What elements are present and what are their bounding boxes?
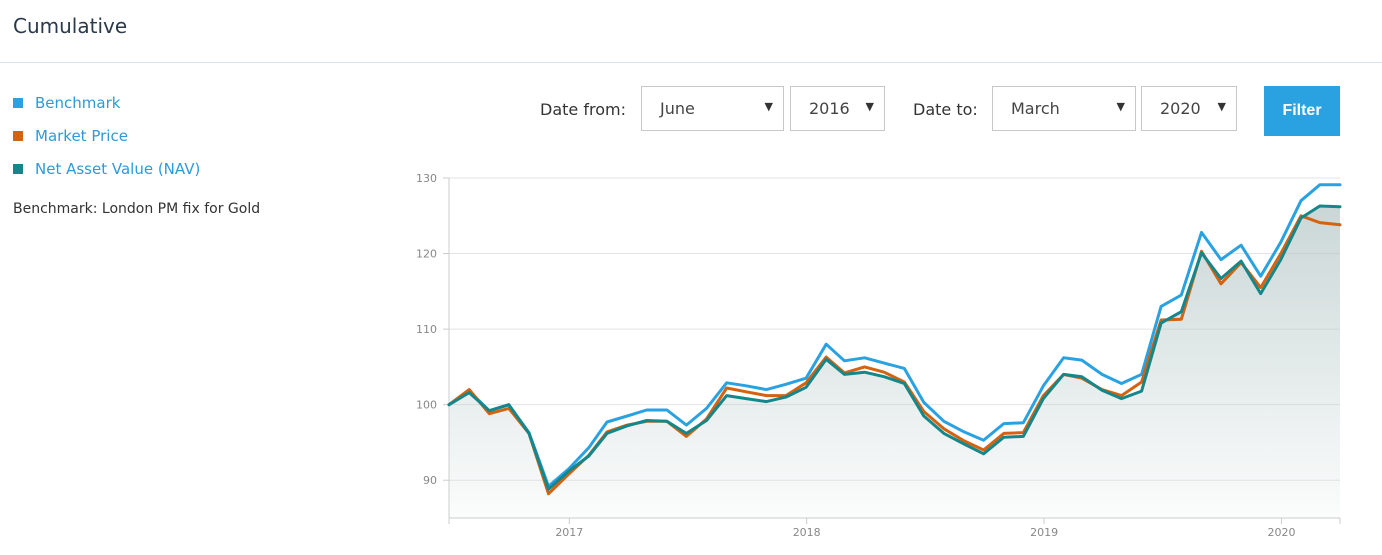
legend-item-nav[interactable]: Net Asset Value (NAV) xyxy=(13,152,200,185)
x-tick-label: 2019 xyxy=(1030,526,1058,539)
header-divider xyxy=(0,62,1382,63)
date-to-month-select[interactable]: March ▼ xyxy=(992,86,1136,131)
legend-label-nav: Net Asset Value (NAV) xyxy=(35,159,201,178)
filter-button[interactable]: Filter xyxy=(1264,86,1340,136)
x-tick-label: 2017 xyxy=(555,526,583,539)
y-tick-label: 130 xyxy=(416,172,437,185)
series-line-nav xyxy=(447,204,1342,491)
date-to-year-select[interactable]: 2020 ▼ xyxy=(1141,86,1237,131)
y-tick-label: 120 xyxy=(416,248,437,261)
date-from-year-select[interactable]: 2016 ▼ xyxy=(790,86,885,131)
benchmark-note: Benchmark: London PM fix for Gold xyxy=(13,201,261,217)
legend-item-benchmark[interactable]: Benchmark xyxy=(13,86,200,119)
legend-swatch-nav xyxy=(13,163,23,174)
chevron-down-icon: ▼ xyxy=(1217,100,1226,113)
chevron-down-icon: ▼ xyxy=(1116,100,1125,113)
legend-swatch-market-price xyxy=(13,130,23,141)
legend-label-benchmark: Benchmark xyxy=(35,93,121,112)
series-line-benchmark xyxy=(447,183,1342,488)
legend-item-market-price[interactable]: Market Price xyxy=(13,119,200,152)
date-from-label: Date from: xyxy=(540,100,626,119)
y-tick-label: 90 xyxy=(423,474,437,487)
date-to-label: Date to: xyxy=(913,100,978,119)
chevron-down-icon: ▼ xyxy=(764,100,773,113)
y-tick-label: 110 xyxy=(416,323,437,336)
chevron-down-icon: ▼ xyxy=(865,100,874,113)
date-from-month-select[interactable]: June ▼ xyxy=(641,86,784,131)
x-tick-label: 2018 xyxy=(793,526,821,539)
x-tick-label: 2020 xyxy=(1267,526,1295,539)
y-tick-label: 100 xyxy=(416,399,437,412)
chart-legend: Benchmark Market Price Net Asset Value (… xyxy=(13,86,200,185)
legend-swatch-benchmark xyxy=(13,97,23,108)
date-to-year-value: 2020 xyxy=(1160,99,1201,118)
nav-area-fill xyxy=(449,205,1340,518)
date-to-month-value: March xyxy=(1011,99,1060,118)
date-from-month-value: June xyxy=(660,99,695,118)
legend-label-market-price: Market Price xyxy=(35,126,128,145)
date-filter-bar: Date from: June ▼ 2016 ▼ Date to: March … xyxy=(0,86,1382,136)
date-from-year-value: 2016 xyxy=(809,99,850,118)
page-title: Cumulative xyxy=(13,14,128,38)
